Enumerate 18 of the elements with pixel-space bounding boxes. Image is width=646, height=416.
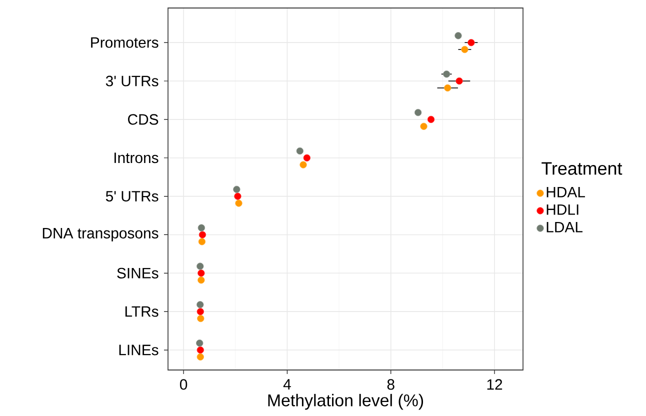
y-tick-label: 5' UTRs <box>106 191 158 202</box>
y-tick-label: 3' UTRs <box>106 76 158 86</box>
legend-title: Treatment <box>542 162 622 175</box>
y-tick-label: Introns <box>114 152 158 164</box>
legend-label: LDAL <box>546 222 582 232</box>
y-tick-label: LTRs <box>125 306 158 317</box>
y-tick-label: CDS <box>128 114 158 125</box>
legend-label: HDAL <box>546 186 585 198</box>
x-tick-label: 8 <box>387 379 394 390</box>
x-tick-label: 12 <box>487 379 502 390</box>
x-tick-label: 4 <box>283 379 291 390</box>
x-axis-title: Methylation level (%) <box>268 394 424 410</box>
legend-label: HDLI <box>546 204 578 215</box>
y-tick-label: DNA transposons <box>42 228 158 242</box>
y-tick-label: SINEs <box>117 268 158 278</box>
y-tick-label: Promoters <box>91 37 158 48</box>
x-tick-label: 0 <box>180 379 188 390</box>
y-tick-label: LINEs <box>119 344 158 356</box>
